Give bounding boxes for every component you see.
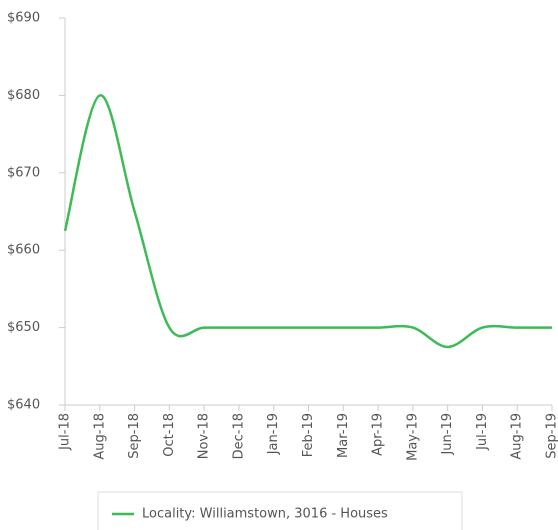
x-tick-label: Apr-19 <box>371 413 386 456</box>
y-tick-label: $650 <box>7 320 40 335</box>
x-tick-label: Aug-18 <box>92 413 107 460</box>
x-tick-label: Mar-19 <box>336 413 351 458</box>
y-tick-label: $640 <box>7 398 40 413</box>
x-tick-label: Sep-18 <box>127 413 142 459</box>
y-tick-label: $660 <box>7 243 40 258</box>
y-tick-label: $690 <box>7 11 40 26</box>
y-tick-label: $680 <box>7 88 40 103</box>
x-tick-label: Dec-18 <box>231 413 246 459</box>
x-tick-label: Feb-19 <box>301 413 316 457</box>
y-tick-label: $670 <box>7 165 40 180</box>
x-tick-label: Aug-19 <box>510 413 525 460</box>
legend-label: Locality: Williamstown, 3016 - Houses <box>142 507 388 522</box>
line <box>63 94 552 349</box>
x-tick-label: Jun-19 <box>440 413 455 456</box>
x-tick-label: Sep-19 <box>545 413 558 459</box>
x-tick-label: Oct-18 <box>162 413 177 457</box>
x-tick-label: Jul-19 <box>475 413 490 451</box>
legend-box <box>97 491 463 530</box>
x-tick-label: May-19 <box>405 413 420 461</box>
x-tick-label: Jan-19 <box>266 413 281 455</box>
x-tick-label: Jul-18 <box>58 413 73 451</box>
x-tick-label: Nov-18 <box>197 413 212 459</box>
